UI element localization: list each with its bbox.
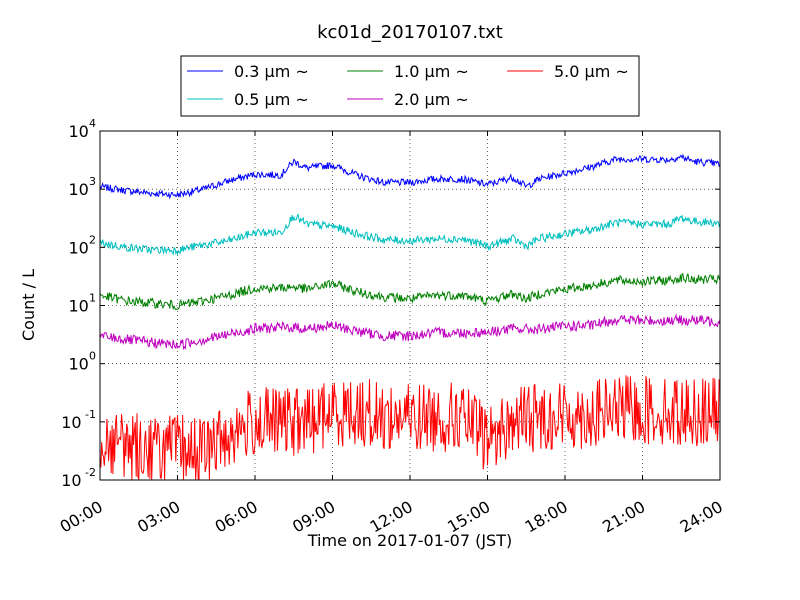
legend: 0.3 μm ~ 0.5 μm ~ 1.0 μm ~ 2.0 μm ~ 5.0 μm ~ (180, 55, 640, 117)
legend-box (180, 55, 640, 117)
series-line (99, 213, 721, 256)
chart-title: kc01d_20170107.txt (317, 22, 503, 43)
grid (100, 131, 720, 480)
y-tick-exponent: -1 (85, 408, 96, 421)
y-tick-label: 10 (68, 355, 88, 374)
y-tick-exponent: 4 (89, 117, 96, 130)
legend-label: 5.0 μm ~ (554, 62, 629, 81)
y-axis-label: Count / L (19, 269, 38, 341)
y-tick-label: 10 (68, 122, 88, 141)
y-tick-exponent: 1 (89, 292, 96, 305)
legend-label: 0.3 μm ~ (234, 62, 309, 81)
series-line (99, 273, 721, 311)
y-tick-label: 10 (68, 297, 88, 316)
series-line (99, 153, 721, 200)
series-line (99, 375, 721, 481)
legend-label: 2.0 μm ~ (394, 90, 469, 109)
y-tick-label: 10 (68, 180, 88, 199)
y-tick-exponent: 2 (89, 233, 96, 246)
y-tick-exponent: 0 (89, 350, 96, 363)
legend-label: 0.5 μm ~ (234, 90, 309, 109)
y-tick-exponent: 3 (89, 175, 96, 188)
x-axis-label: Time on 2017-01-07 (JST) (307, 531, 512, 550)
series-layer (99, 153, 721, 481)
legend-label: 1.0 μm ~ (394, 62, 469, 81)
y-tick-label: 10 (61, 413, 81, 432)
y-tick-exponent: -2 (85, 466, 96, 479)
y-tick-label: 10 (61, 471, 81, 490)
series-line (99, 313, 721, 351)
y-tick-label: 10 (68, 238, 88, 257)
